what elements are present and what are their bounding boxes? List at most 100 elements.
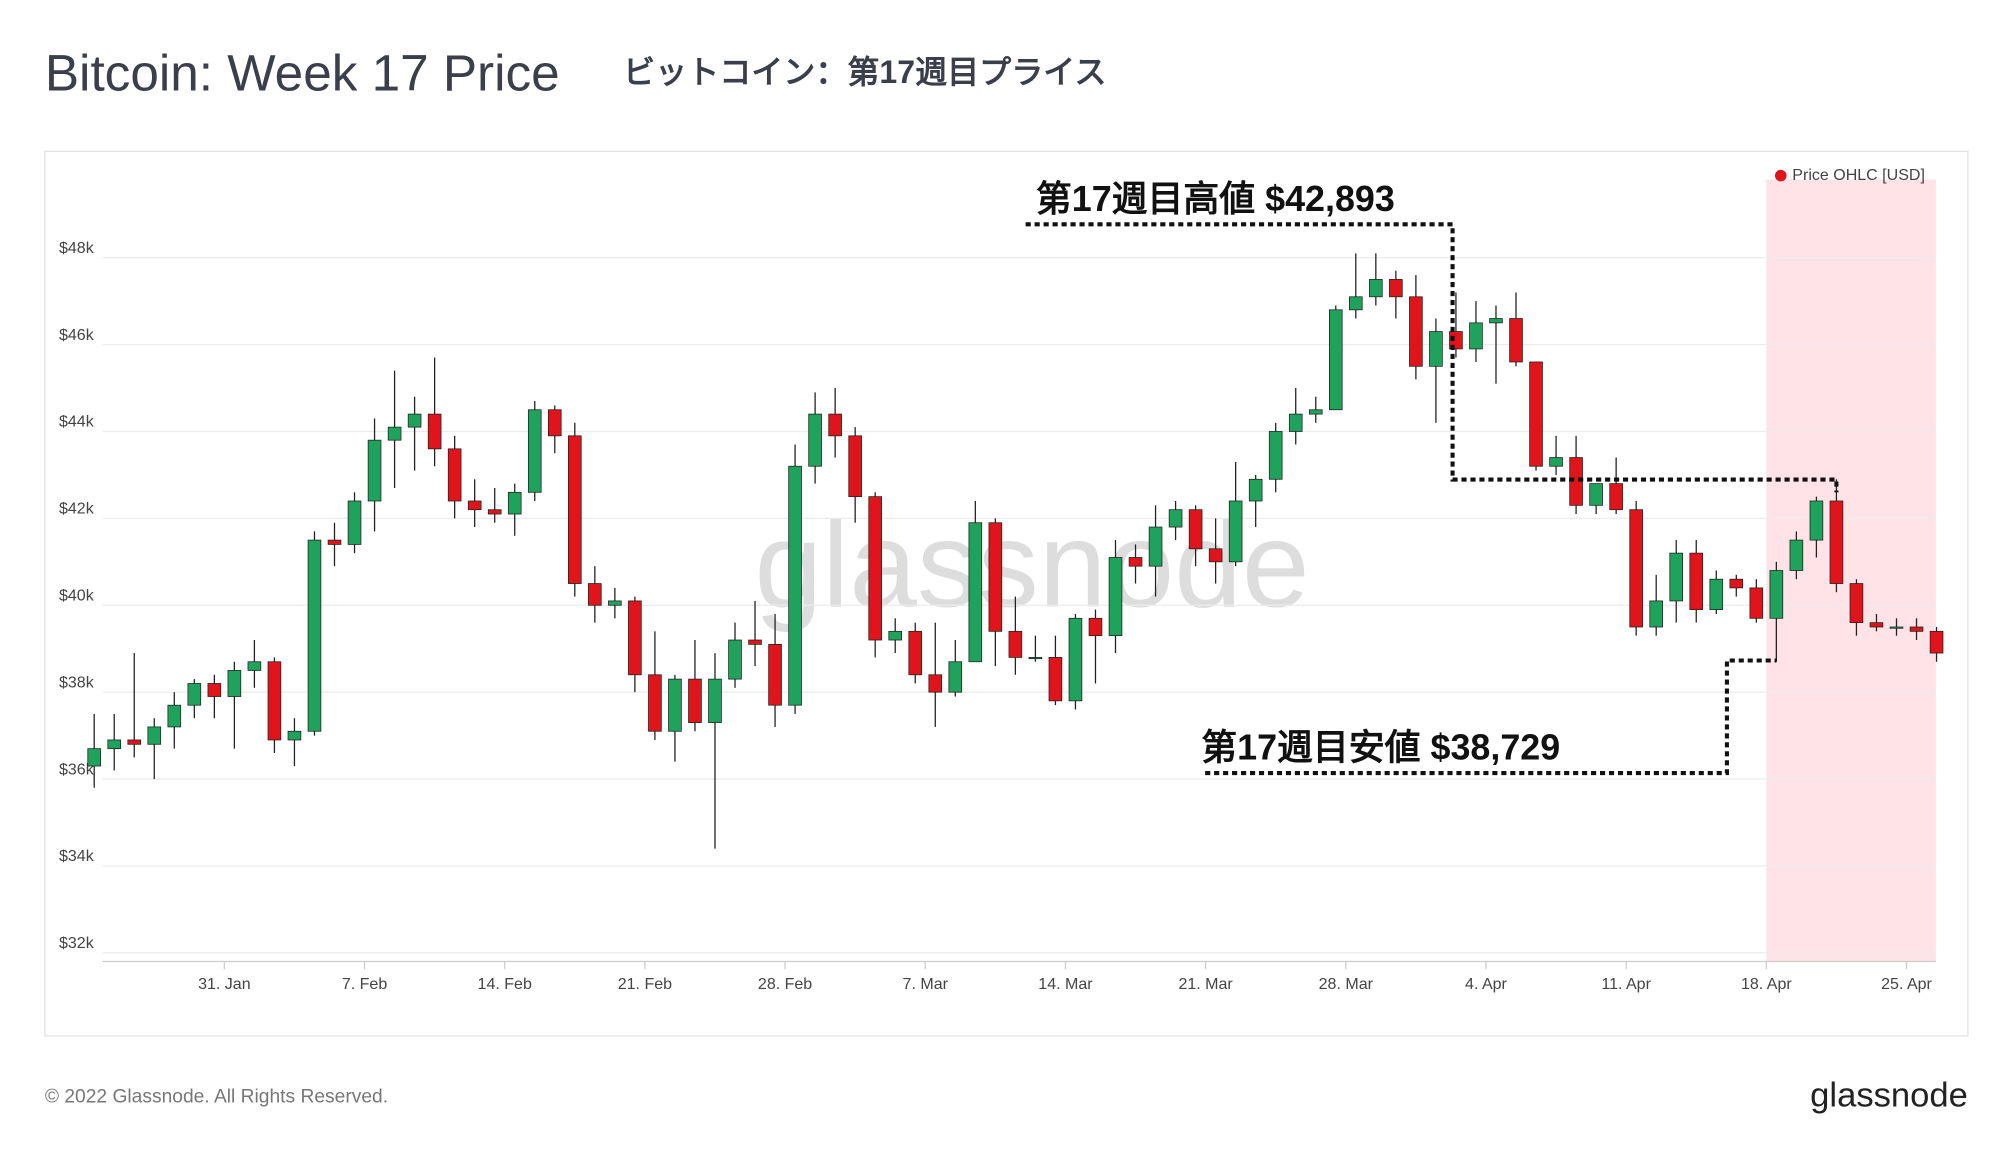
candle-body xyxy=(1729,578,1744,589)
chart-title: Bitcoin: Week 17 Price xyxy=(45,44,560,101)
candle-body xyxy=(1328,309,1343,411)
watermark: glassnode xyxy=(754,497,1309,633)
x-tick-label: 14. Mar xyxy=(1038,975,1093,993)
candle-body xyxy=(287,730,302,741)
candle-body xyxy=(1048,657,1063,702)
candle-body xyxy=(187,683,202,706)
x-tick-label: 7. Mar xyxy=(903,975,949,993)
candle-body xyxy=(1148,526,1163,567)
candle-body xyxy=(928,674,943,693)
candle-body xyxy=(227,670,242,697)
candle-body xyxy=(1849,583,1864,624)
candle-body xyxy=(347,500,362,545)
candle-body xyxy=(948,661,963,693)
candle-body xyxy=(167,704,182,728)
candle-body xyxy=(207,683,222,697)
candle-body xyxy=(908,630,923,676)
candle-body xyxy=(1829,500,1844,584)
candle-body xyxy=(527,409,542,493)
x-tick-label: 28. Mar xyxy=(1319,975,1374,993)
candle-body xyxy=(588,583,602,606)
candle-body xyxy=(447,448,462,502)
candle-body xyxy=(387,426,402,441)
y-tick-label: $42k xyxy=(59,500,95,518)
candle-body xyxy=(547,409,562,437)
annotation-label: 第17週目安値 $38,729 xyxy=(1201,727,1560,767)
candle-body xyxy=(1028,657,1043,660)
candle-body xyxy=(888,630,903,641)
x-tick-label: 21. Feb xyxy=(618,975,672,993)
candle-body xyxy=(1789,539,1804,571)
plot-frame xyxy=(44,150,1969,1037)
candle-body xyxy=(487,509,502,515)
annotation-label: 第17週目高値 $42,893 xyxy=(1036,179,1395,219)
candle-body xyxy=(608,600,622,606)
footer: © 2022 Glassnode. All Rights Reserved. xyxy=(45,1087,388,1108)
candle-body xyxy=(127,739,142,745)
candle-body xyxy=(1589,483,1603,506)
y-tick-label: $44k xyxy=(59,413,95,431)
y-tick-label: $38k xyxy=(59,673,95,691)
candle-body xyxy=(267,661,282,741)
candle-body xyxy=(1889,626,1904,629)
x-tick-label: 31. Jan xyxy=(198,975,251,993)
candle-body xyxy=(1409,296,1423,367)
candle-body xyxy=(327,539,342,545)
x-tick-label: 11. Apr xyxy=(1601,975,1651,993)
candle-body xyxy=(1108,557,1123,637)
candle-body xyxy=(1529,361,1543,467)
candle-body xyxy=(407,413,422,428)
x-tick-label: 7. Feb xyxy=(342,975,387,993)
candle-body xyxy=(1709,578,1724,610)
candle-body xyxy=(988,522,1003,632)
candle-body xyxy=(1208,548,1223,563)
candle-body xyxy=(1669,552,1684,602)
candle-body xyxy=(367,439,382,502)
candle-body xyxy=(1349,296,1363,311)
y-tick-label: $40k xyxy=(59,587,95,605)
candle-body xyxy=(1248,478,1263,502)
candle-body xyxy=(728,639,742,680)
candle-body xyxy=(1168,509,1183,528)
candle-body xyxy=(1769,570,1784,619)
candle-body xyxy=(1649,600,1663,628)
candle-body xyxy=(768,643,782,706)
y-tick-label: $32k xyxy=(59,934,95,952)
annotation-line xyxy=(1025,222,1839,493)
candle-body xyxy=(1128,557,1143,567)
candle-body xyxy=(968,522,983,663)
y-tick-label: $36k xyxy=(59,760,95,778)
x-tick-label: 21. Mar xyxy=(1178,975,1233,993)
y-tick-label: $34k xyxy=(59,847,95,865)
candle-body xyxy=(628,600,642,676)
candle-body xyxy=(1389,279,1403,298)
candle-body xyxy=(808,413,822,467)
candle-body xyxy=(1809,500,1824,541)
chart-subtitle: ビットコイン：第17週目プライス xyxy=(623,54,1106,90)
candle-body xyxy=(1489,318,1503,324)
candle-body xyxy=(467,500,482,511)
candle-body xyxy=(107,739,122,750)
candle-body xyxy=(1188,509,1203,550)
candle-body xyxy=(1469,322,1483,350)
candle-body xyxy=(1288,413,1303,432)
candle-body xyxy=(1008,630,1023,658)
candle-body xyxy=(1268,431,1283,480)
candle-body xyxy=(1749,587,1764,619)
candle-body xyxy=(1228,500,1243,563)
candle-body xyxy=(688,678,702,723)
candle-body xyxy=(1429,331,1443,367)
x-tick-label: 18. Apr xyxy=(1741,975,1792,993)
candle-body xyxy=(507,491,522,515)
candle-body xyxy=(1909,626,1924,632)
candle-body xyxy=(788,465,802,706)
candle-body xyxy=(708,678,722,723)
candle-body xyxy=(1369,279,1383,298)
candle-body xyxy=(828,413,842,437)
candle-body xyxy=(748,639,762,645)
candle-body xyxy=(1689,552,1704,611)
legend-marker xyxy=(1775,169,1787,182)
candle-body xyxy=(87,748,101,767)
x-tick-label: 4. Apr xyxy=(1465,975,1508,993)
